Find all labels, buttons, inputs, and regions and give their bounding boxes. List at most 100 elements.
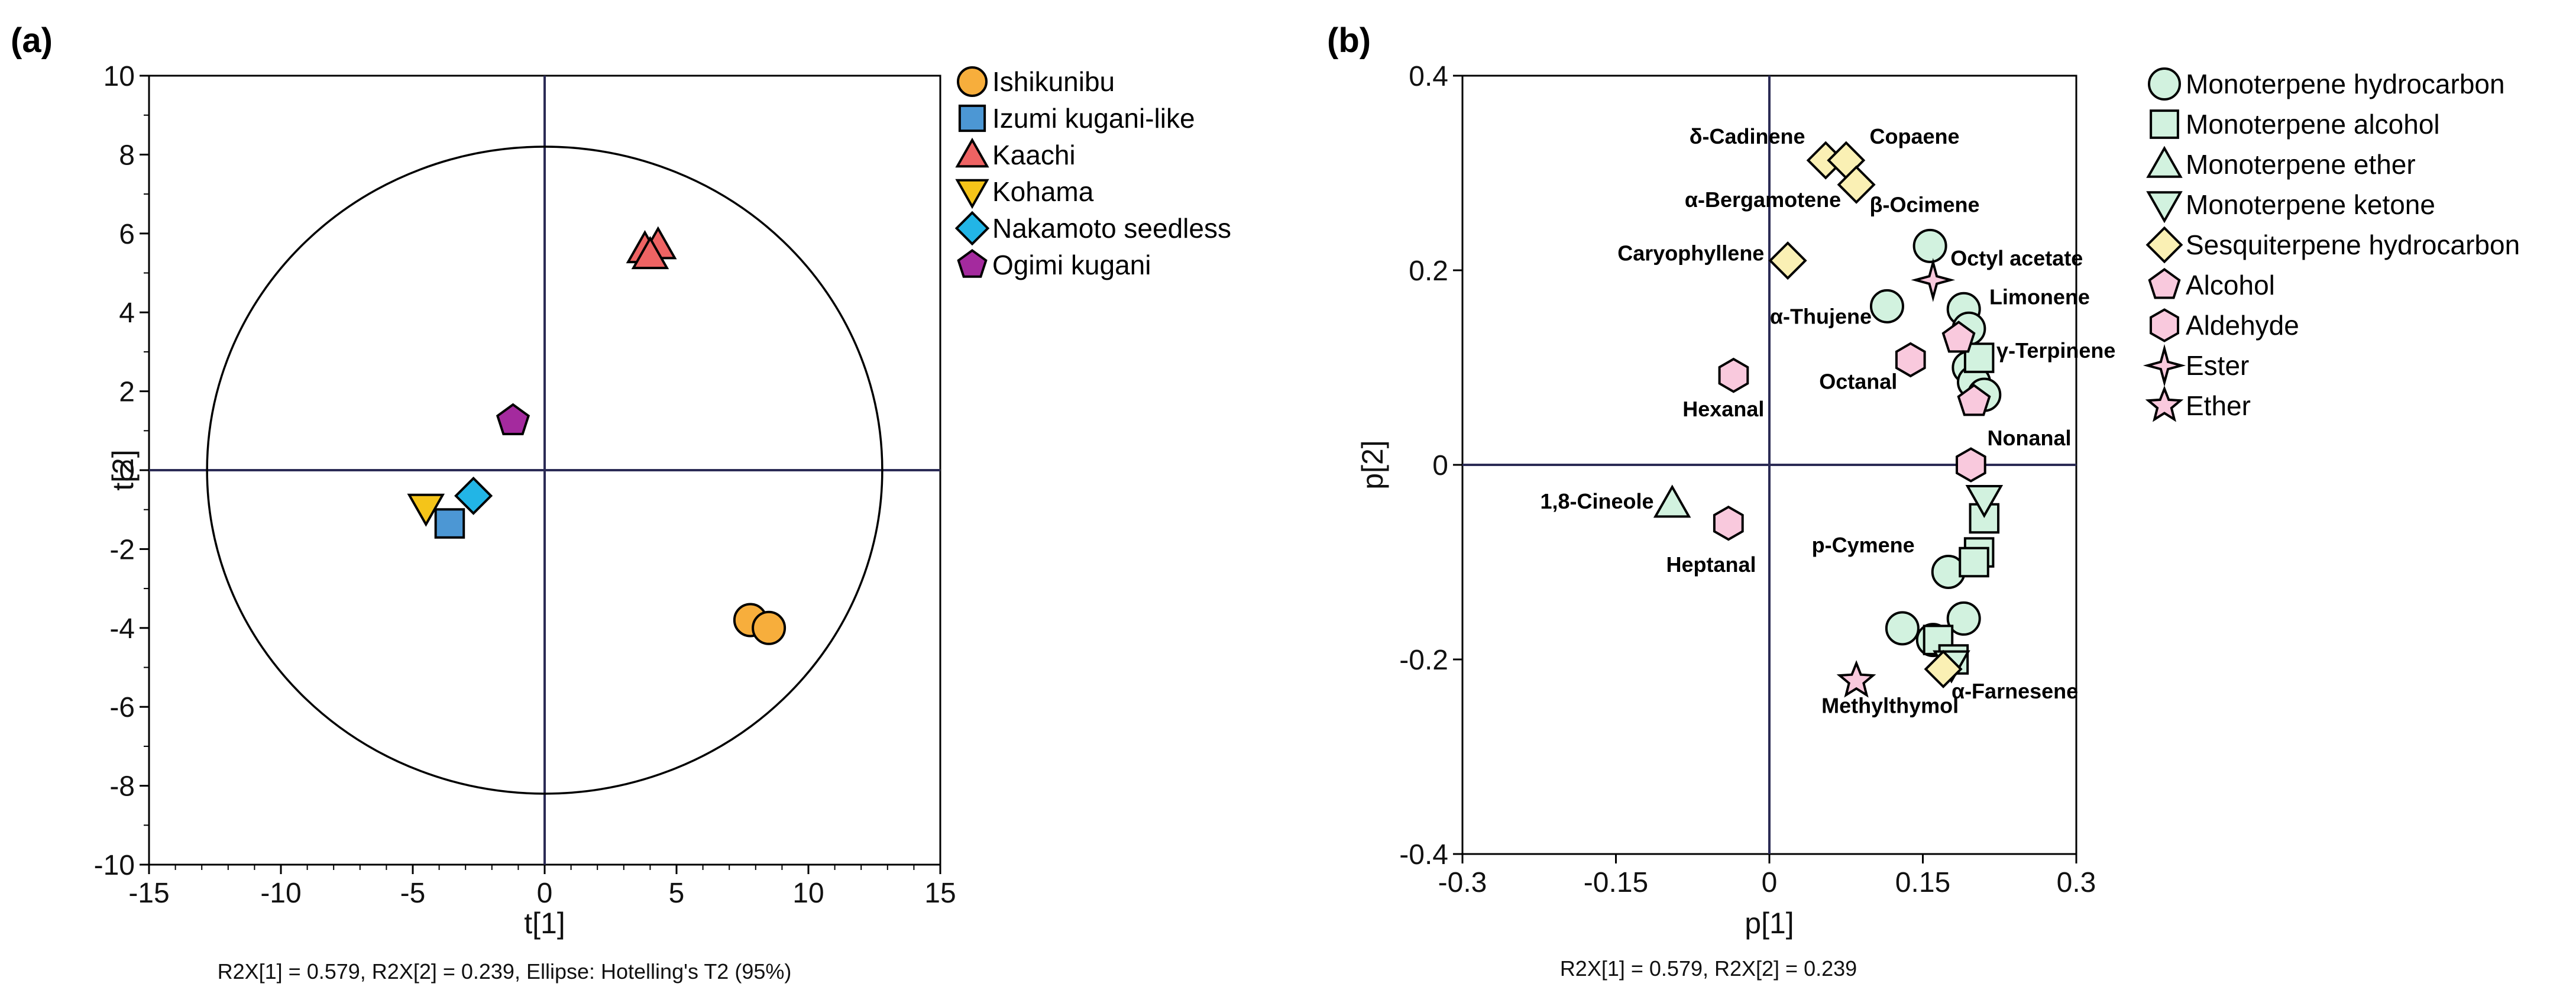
panel-a-y-tick-label: 10 xyxy=(103,61,135,92)
panel-a-y-tick-label: 0 xyxy=(119,455,135,487)
panel-b-x-tick-label: -0.3 xyxy=(1438,867,1487,898)
panel-b-point-aldehyde xyxy=(1895,342,1926,378)
panel-b-legend-marker-sesquiterpene-hydrocarbon xyxy=(2145,226,2183,264)
panel-a-y-tick-label: 2 xyxy=(119,377,135,408)
panel-b-legend-label-ester: Ester xyxy=(2186,350,2249,381)
panel-a-x-tick-label: 0 xyxy=(537,878,553,909)
panel-b-x-axis-label: p[1] xyxy=(1745,907,1794,940)
panel-b-point-ether xyxy=(1836,660,1876,698)
panel-b-legend-label-monoterpene-hydrocarbon: Monoterpene hydrocarbon xyxy=(2186,69,2505,99)
panel-b-y-tick-label: 0 xyxy=(1432,450,1448,481)
panel-a-legend-label-nakamoto-seedless: Nakamoto seedless xyxy=(992,213,1231,244)
panel-b-annotation-octanal: Octanal xyxy=(1819,370,1897,394)
panel-b-annotation-octyl-acetate: Octyl acetate xyxy=(1950,246,2083,270)
panel-b-point-sesquiterpene-hydrocarbon xyxy=(1768,241,1807,280)
panel-b-point-monoterpene-hydrocarbon xyxy=(1885,611,1920,646)
panel-b-x-tick-label: 0.3 xyxy=(2057,867,2096,898)
panel-b-annotation-heptanal: Heptanal xyxy=(1666,552,1756,577)
panel-b-y-tick-label: -0.2 xyxy=(1399,645,1448,676)
panel-a-footnote: R2X[1] = 0.579, R2X[2] = 0.239, Ellipse:… xyxy=(218,959,792,984)
panel-a-y-tick-label: -8 xyxy=(109,771,135,803)
panel-b-legend: Monoterpene hydrocarbon Monoterpene alcoh… xyxy=(2143,67,2520,422)
panel-a-x-tick-label: -5 xyxy=(400,878,426,909)
panel-b-label: (b) xyxy=(1327,21,1371,60)
panel-b-point-monoterpene-hydrocarbon xyxy=(1912,228,1947,263)
panel-b-point-monoterpene-alcohol xyxy=(1963,342,1995,373)
panel-a-legend: Ishikunibu Izumi kugani-like Kaachi Kohama N… xyxy=(954,66,1231,280)
panel-b-point-alcohol xyxy=(1941,321,1976,353)
panel-b-annotation-terpinene: γ-Terpinene xyxy=(1996,338,2115,363)
panel-a-legend-label-ogimi-kugani: Ogimi kugani xyxy=(992,250,1151,280)
panel-a-point-nakamoto-seedless xyxy=(454,476,493,515)
panel-a-x-axis-label: t[1] xyxy=(524,907,565,940)
panel-a-legend-label-ishikunibu: Ishikunibu xyxy=(992,66,1115,97)
panel-a-y-tick-label: 6 xyxy=(119,219,135,250)
panel-b-annotation-limonene: Limonene xyxy=(1989,285,2090,309)
panel-a-legend-marker-ogimi-kugani xyxy=(957,249,988,278)
panel-a-x-tick-label: -15 xyxy=(128,878,169,909)
panel-a-legend-marker-ishikunibu xyxy=(957,66,988,97)
panel-b-point-aldehyde xyxy=(1956,447,1986,483)
panel-a-y-tick-label: 8 xyxy=(119,140,135,171)
panel-b-point-monoterpene-hydrocarbon xyxy=(1946,601,1981,636)
panel-b-annotation-1-8-cineole: 1,8-Cineole xyxy=(1540,489,1653,513)
panel-b-point-alcohol xyxy=(1957,384,1991,416)
panel-b-legend-label-sesquiterpene-hydrocarbon: Sesquiterpene hydrocarbon xyxy=(2186,229,2520,260)
panel-b-y-tick-label: 0.2 xyxy=(1409,255,1448,287)
panel-a-legend-label-kohama: Kohama xyxy=(992,176,1094,207)
panel-b-annotation-farnesene: α-Farnesene xyxy=(1952,679,2078,703)
panel-b-point-monoterpene-hydrocarbon xyxy=(1869,289,1904,324)
panel-b-point-sesquiterpene-hydrocarbon xyxy=(1924,649,1963,688)
panel-b-annotation-methylthymol: Methylthymol xyxy=(1821,693,1959,717)
panel-b-annotation-nonanal: Nonanal xyxy=(1987,426,2071,450)
panel-b-legend-marker-monoterpene-ether xyxy=(2146,145,2183,178)
panel-a-x-tick-label: 5 xyxy=(669,878,685,909)
panel-b-y-tick-label: -0.4 xyxy=(1399,839,1448,871)
panel-a-legend-marker-izumi-kugani-like xyxy=(958,104,986,132)
panel-b-y-tick-label: 0.4 xyxy=(1409,61,1448,92)
panel-b-loading-plot: (b) -0.3 -0.15 0 0.15 0.3 0.4 0.2 0 -0.2 -0.4 δ-Ca… xyxy=(1327,21,2520,981)
panel-b-legend-marker-ether xyxy=(2145,385,2184,422)
panel-a-legend-label-izumi-kugani-like: Izumi kugani-like xyxy=(992,103,1195,134)
panel-b-legend-label-ether: Ether xyxy=(2186,390,2251,421)
panel-b-legend-label-monoterpene-ketone: Monoterpene ketone xyxy=(2186,189,2435,220)
panel-a-point-ishikunibu xyxy=(752,610,787,645)
panel-a-y-tick-label: -6 xyxy=(109,692,135,723)
panel-b-annotation-p-cymene: p-Cymene xyxy=(1812,533,1915,557)
panel-b-annotation-copaene: Copaene xyxy=(1870,124,1960,148)
panel-b-footnote: R2X[1] = 0.579, R2X[2] = 0.239 xyxy=(1560,956,1857,981)
panel-a-point-ogimi-kugani xyxy=(496,403,530,435)
panel-b-annotation-cadinene: δ-Cadinene xyxy=(1690,124,1805,148)
panel-b-annotation-ocimene: β-Ocimene xyxy=(1870,192,1980,216)
panel-b-point-monoterpene-ketone xyxy=(1965,485,2004,518)
panel-a-legend-marker-kaachi xyxy=(955,137,989,168)
panel-a-y-tick-label: -4 xyxy=(109,613,135,645)
panel-b-layer: -0.3 -0.15 0 0.15 0.3 0.4 0.2 0 -0.2 -0.4 δ-Cadine… xyxy=(1399,61,2115,898)
panel-b-legend-marker-monoterpene-alcohol xyxy=(2150,109,2179,139)
panel-b-y-axis-label: p[2] xyxy=(1356,440,1389,489)
panel-a-y-axis-label: t[2] xyxy=(106,449,140,490)
panel-a-point-kaachi xyxy=(631,236,669,270)
panel-b-legend-marker-ester xyxy=(2143,344,2186,387)
panel-b-annotation-thujene: α-Thujene xyxy=(1770,304,1872,328)
panel-a-y-tick-label: -10 xyxy=(94,850,135,881)
panel-a-legend-label-kaachi: Kaachi xyxy=(992,140,1076,170)
panel-b-legend-marker-monoterpene-ketone xyxy=(2146,191,2183,224)
panel-b-legend-marker-aldehyde xyxy=(2150,308,2179,342)
panel-a-point-izumi-kugani-like xyxy=(434,508,465,539)
panel-b-x-tick-label: -0.15 xyxy=(1584,867,1648,898)
panel-a-legend-marker-nakamoto-seedless xyxy=(954,211,990,246)
panel-b-annotation-caryophyllene: Caryophyllene xyxy=(1617,241,1764,266)
panel-b-point-monoterpene-ether xyxy=(1653,484,1691,518)
panel-b-point-sesquiterpene-hydrocarbon xyxy=(1837,165,1876,204)
panel-b-x-tick-label: 0.15 xyxy=(1895,867,1950,898)
panel-a-point-kohama xyxy=(407,493,445,527)
panel-b-x-tick-label: 0 xyxy=(1762,867,1778,898)
panel-b-annotation-bergamotene: α-Bergamotene xyxy=(1685,187,1841,212)
panel-b-legend-label-aldehyde: Aldehyde xyxy=(2186,310,2299,341)
panel-b-annotation-hexanal: Hexanal xyxy=(1682,397,1764,421)
panel-b-legend-marker-monoterpene-hydrocarbon xyxy=(2148,67,2181,101)
